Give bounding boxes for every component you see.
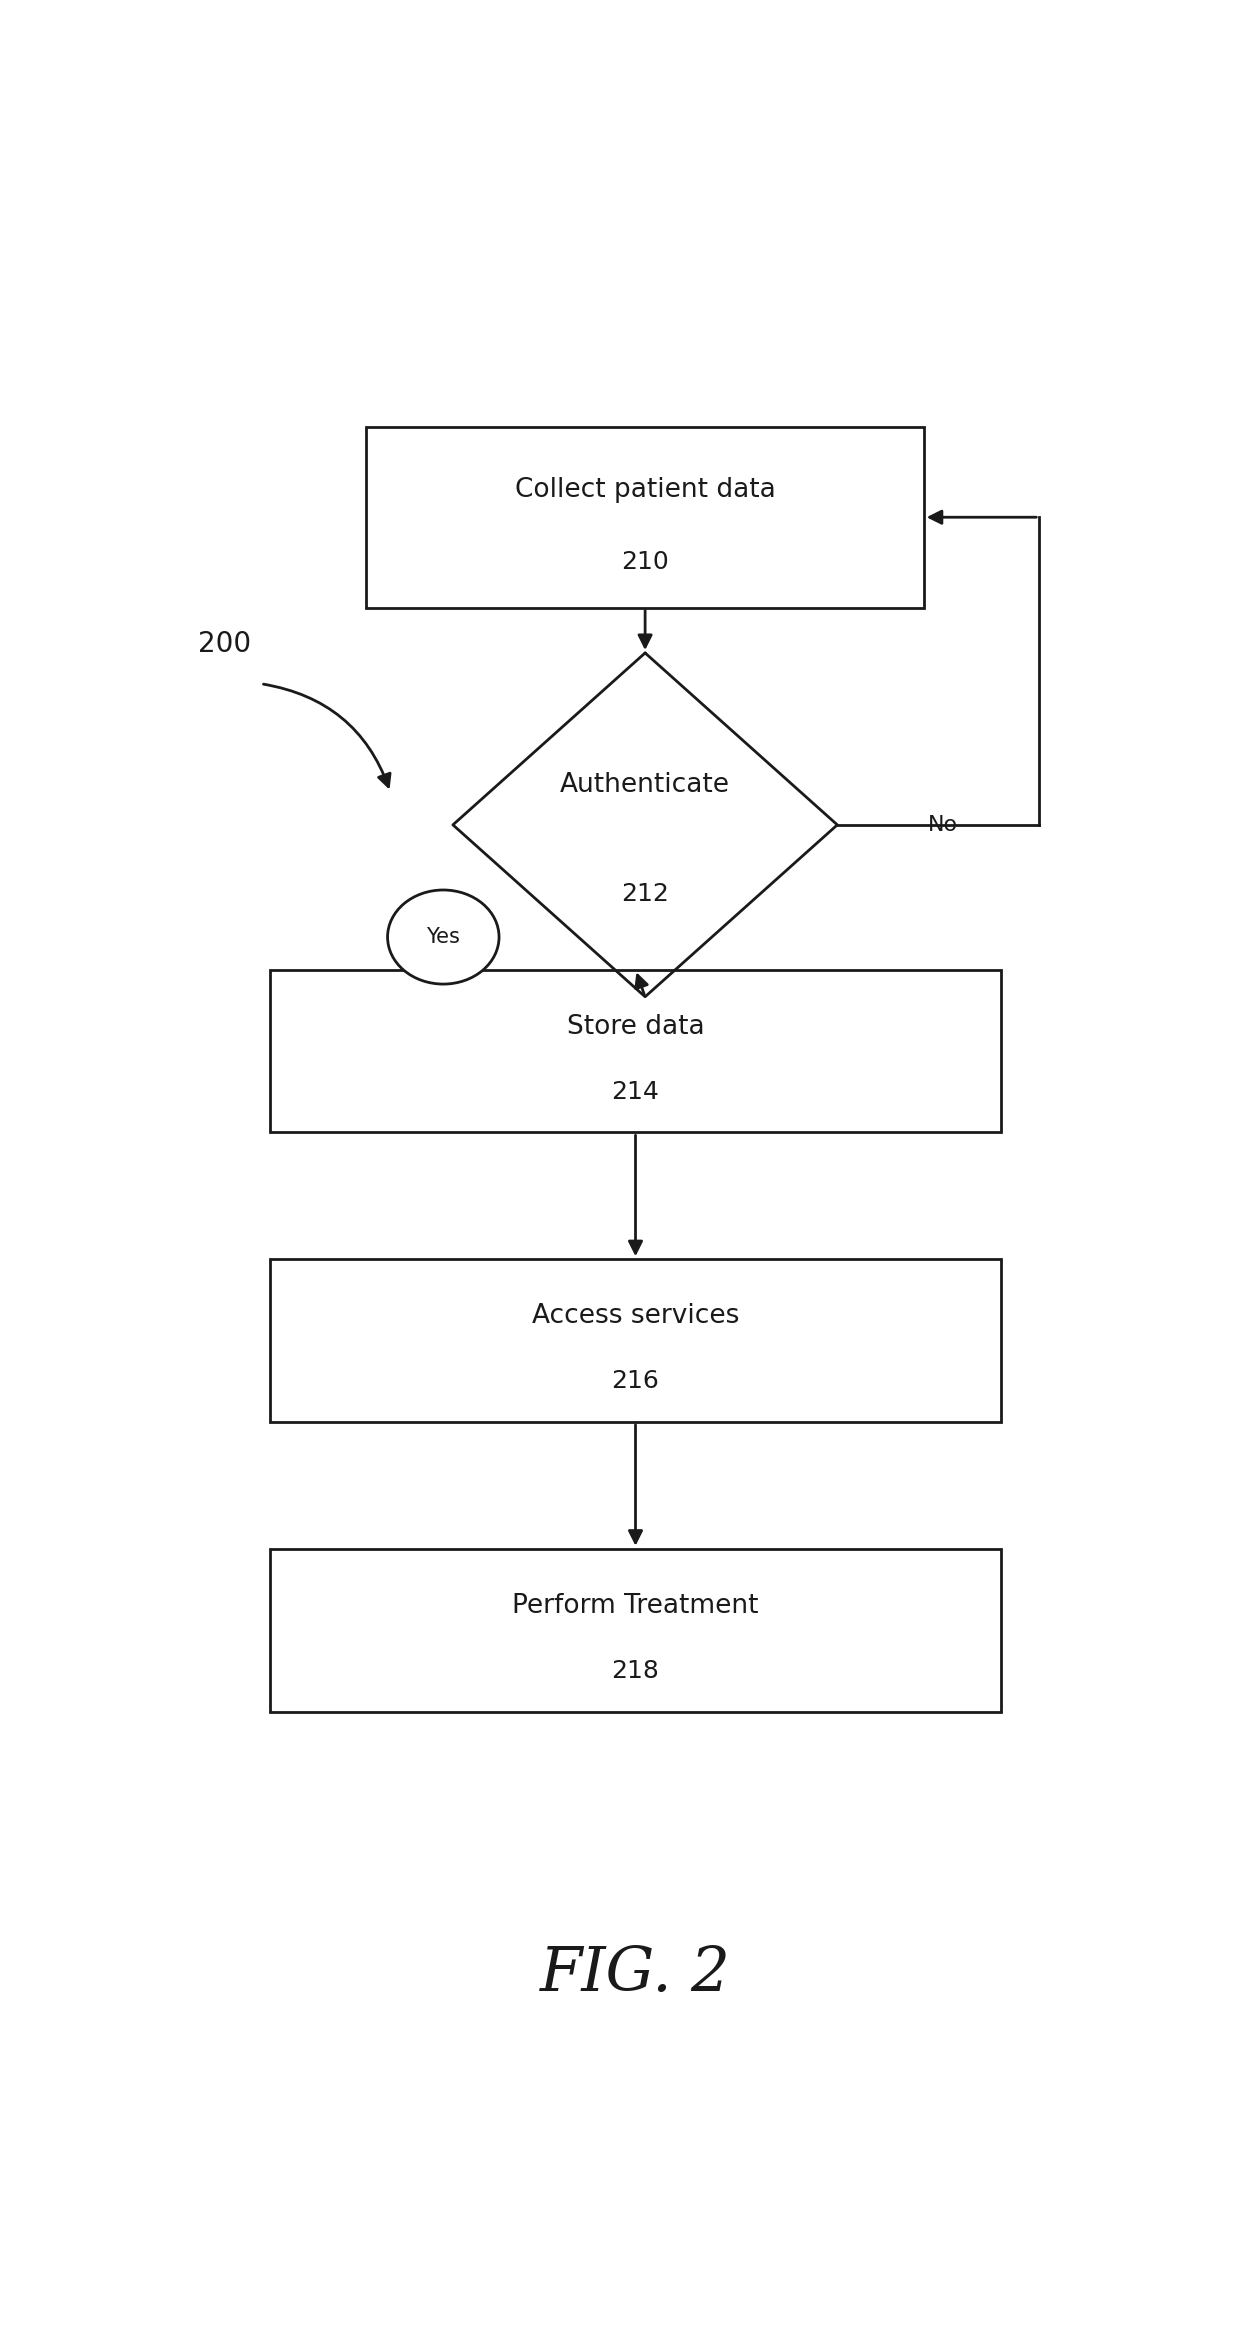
Bar xyxy=(270,1260,1001,1422)
Bar xyxy=(270,1549,1001,1711)
Text: 218: 218 xyxy=(611,1659,660,1683)
Bar xyxy=(270,971,1001,1133)
Text: FIG. 2: FIG. 2 xyxy=(541,1943,730,2005)
Text: Perform Treatment: Perform Treatment xyxy=(512,1593,759,1619)
Text: Access services: Access services xyxy=(532,1304,739,1330)
Ellipse shape xyxy=(388,891,498,985)
Text: 216: 216 xyxy=(611,1370,660,1394)
Text: 212: 212 xyxy=(621,881,670,905)
Text: No: No xyxy=(928,815,959,834)
Text: 210: 210 xyxy=(621,550,670,573)
Text: Store data: Store data xyxy=(567,1013,704,1039)
Text: Authenticate: Authenticate xyxy=(560,773,730,799)
Text: 200: 200 xyxy=(197,630,250,658)
Text: Collect patient data: Collect patient data xyxy=(515,477,775,503)
Bar xyxy=(367,428,924,609)
Text: 214: 214 xyxy=(611,1079,660,1104)
Text: Yes: Yes xyxy=(427,926,460,947)
